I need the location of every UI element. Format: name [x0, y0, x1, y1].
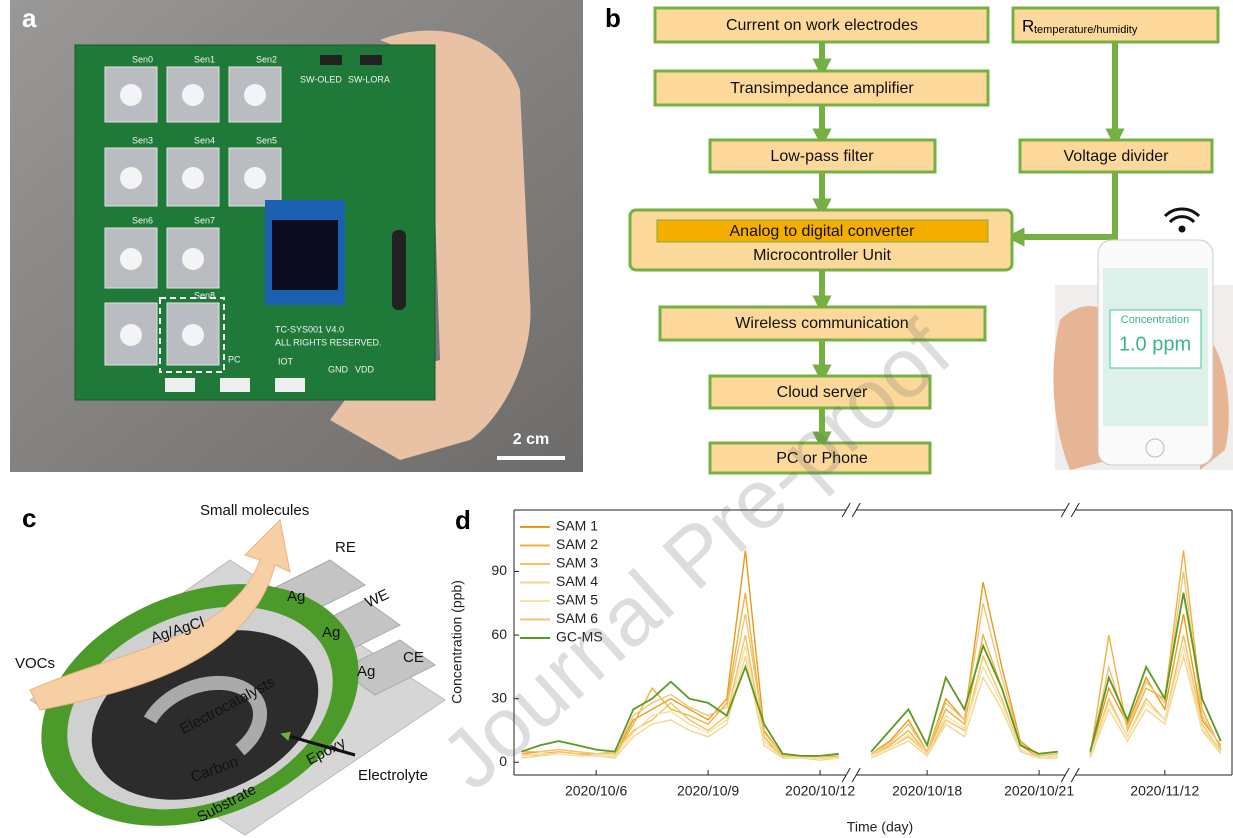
diagram-label: VOCs — [15, 655, 55, 672]
diagram-label: WE — [363, 586, 392, 612]
flow-node-label: Analog to digital converter — [730, 223, 916, 240]
sensor-diagram: c Small molecules RE WE CE Ag Ag Ag VOCs… — [5, 502, 445, 838]
sensor-label: R — [1022, 16, 1034, 35]
diagram-label: RE — [335, 539, 356, 556]
board-text: TC-SYS001 V4.0 — [275, 324, 344, 334]
board-text: ALL RIGHTS RESERVED. — [275, 337, 382, 347]
sensor-label: Sen0 — [132, 54, 153, 64]
pin-label: GND — [328, 364, 349, 374]
series-line — [871, 667, 1058, 758]
x-tick-label: 2020/10/21 — [1004, 783, 1074, 799]
panel-label: d — [455, 505, 471, 535]
port-label: PC — [228, 354, 241, 364]
legend-label: SAM 2 — [556, 536, 598, 552]
sensor-label: Sen4 — [194, 135, 215, 145]
x-tick-label: 2020/10/6 — [565, 783, 627, 799]
x-tick-label: 2020/11/12 — [1130, 783, 1199, 799]
phone-reading: 1.0 ppm — [1119, 333, 1191, 355]
sensor-label: Sen5 — [256, 135, 277, 145]
oled-screen — [272, 220, 338, 290]
port-label: IOT — [278, 356, 294, 366]
sensor-subscript: temperature/humidity — [1034, 24, 1138, 36]
panel-label: a — [22, 3, 37, 33]
diagram-label: Ag — [287, 588, 305, 605]
x-axis-label: Time (day) — [847, 819, 913, 835]
phone-title: Concentration — [1121, 314, 1190, 326]
switch — [360, 55, 382, 65]
x-tick-label: 2020/10/12 — [785, 783, 855, 799]
diagram-label: Electrolyte — [358, 767, 428, 784]
wifi-icon — [1165, 209, 1199, 231]
sensor-label: Sen3 — [132, 135, 153, 145]
switch — [320, 55, 342, 65]
connectors — [165, 378, 305, 392]
series-line — [871, 603, 1058, 756]
pin-label: VDD — [355, 364, 375, 374]
panel-label: b — [605, 3, 621, 33]
x-tick-label: 2020/10/18 — [892, 783, 962, 799]
sensor-label: Sen6 — [132, 215, 153, 225]
arrow — [1015, 172, 1115, 237]
photo-panel: Sen0 Sen1 Sen2 Sen3 Sen4 Sen5 Sen6 Sen7 … — [10, 0, 583, 472]
legend-label: SAM 1 — [556, 518, 598, 534]
sensor-label: Sen2 — [256, 54, 277, 64]
legend-label: SAM 3 — [556, 555, 598, 571]
series-line — [871, 635, 1058, 758]
y-tick-label: 90 — [491, 562, 507, 578]
y-axis-label: Concentration (ppb) — [449, 580, 465, 704]
scale-label: 2 cm — [513, 431, 549, 448]
x-tick-label: 2020/10/9 — [677, 783, 739, 799]
flow-node-label: Current on work electrodes — [726, 17, 918, 34]
sensor-label: Sen1 — [194, 54, 215, 64]
switch-label: SW-OLED — [300, 74, 342, 84]
y-tick-label: 60 — [491, 626, 507, 642]
panel-label: c — [22, 503, 36, 533]
sensor-label: Sen7 — [194, 215, 215, 225]
diagram-label: Ag — [357, 663, 375, 680]
diagram-label: CE — [403, 649, 424, 666]
figure: Sen0 Sen1 Sen2 Sen3 Sen4 Sen5 Sen6 Sen7 … — [0, 0, 1233, 838]
flow-node-label: Microcontroller Unit — [753, 247, 891, 264]
switch-label: SW-LORA — [348, 74, 390, 84]
diagram-label: Ag — [322, 624, 340, 641]
flow-node-label: Voltage divider — [1064, 148, 1170, 165]
diagram-label: Small molecules — [200, 502, 309, 519]
flow-node-label: Transimpedance amplifier — [730, 80, 914, 97]
flow-node-label: Low-pass filter — [770, 148, 874, 165]
antenna — [392, 230, 406, 310]
sensor-label: Sen8 — [194, 290, 215, 300]
